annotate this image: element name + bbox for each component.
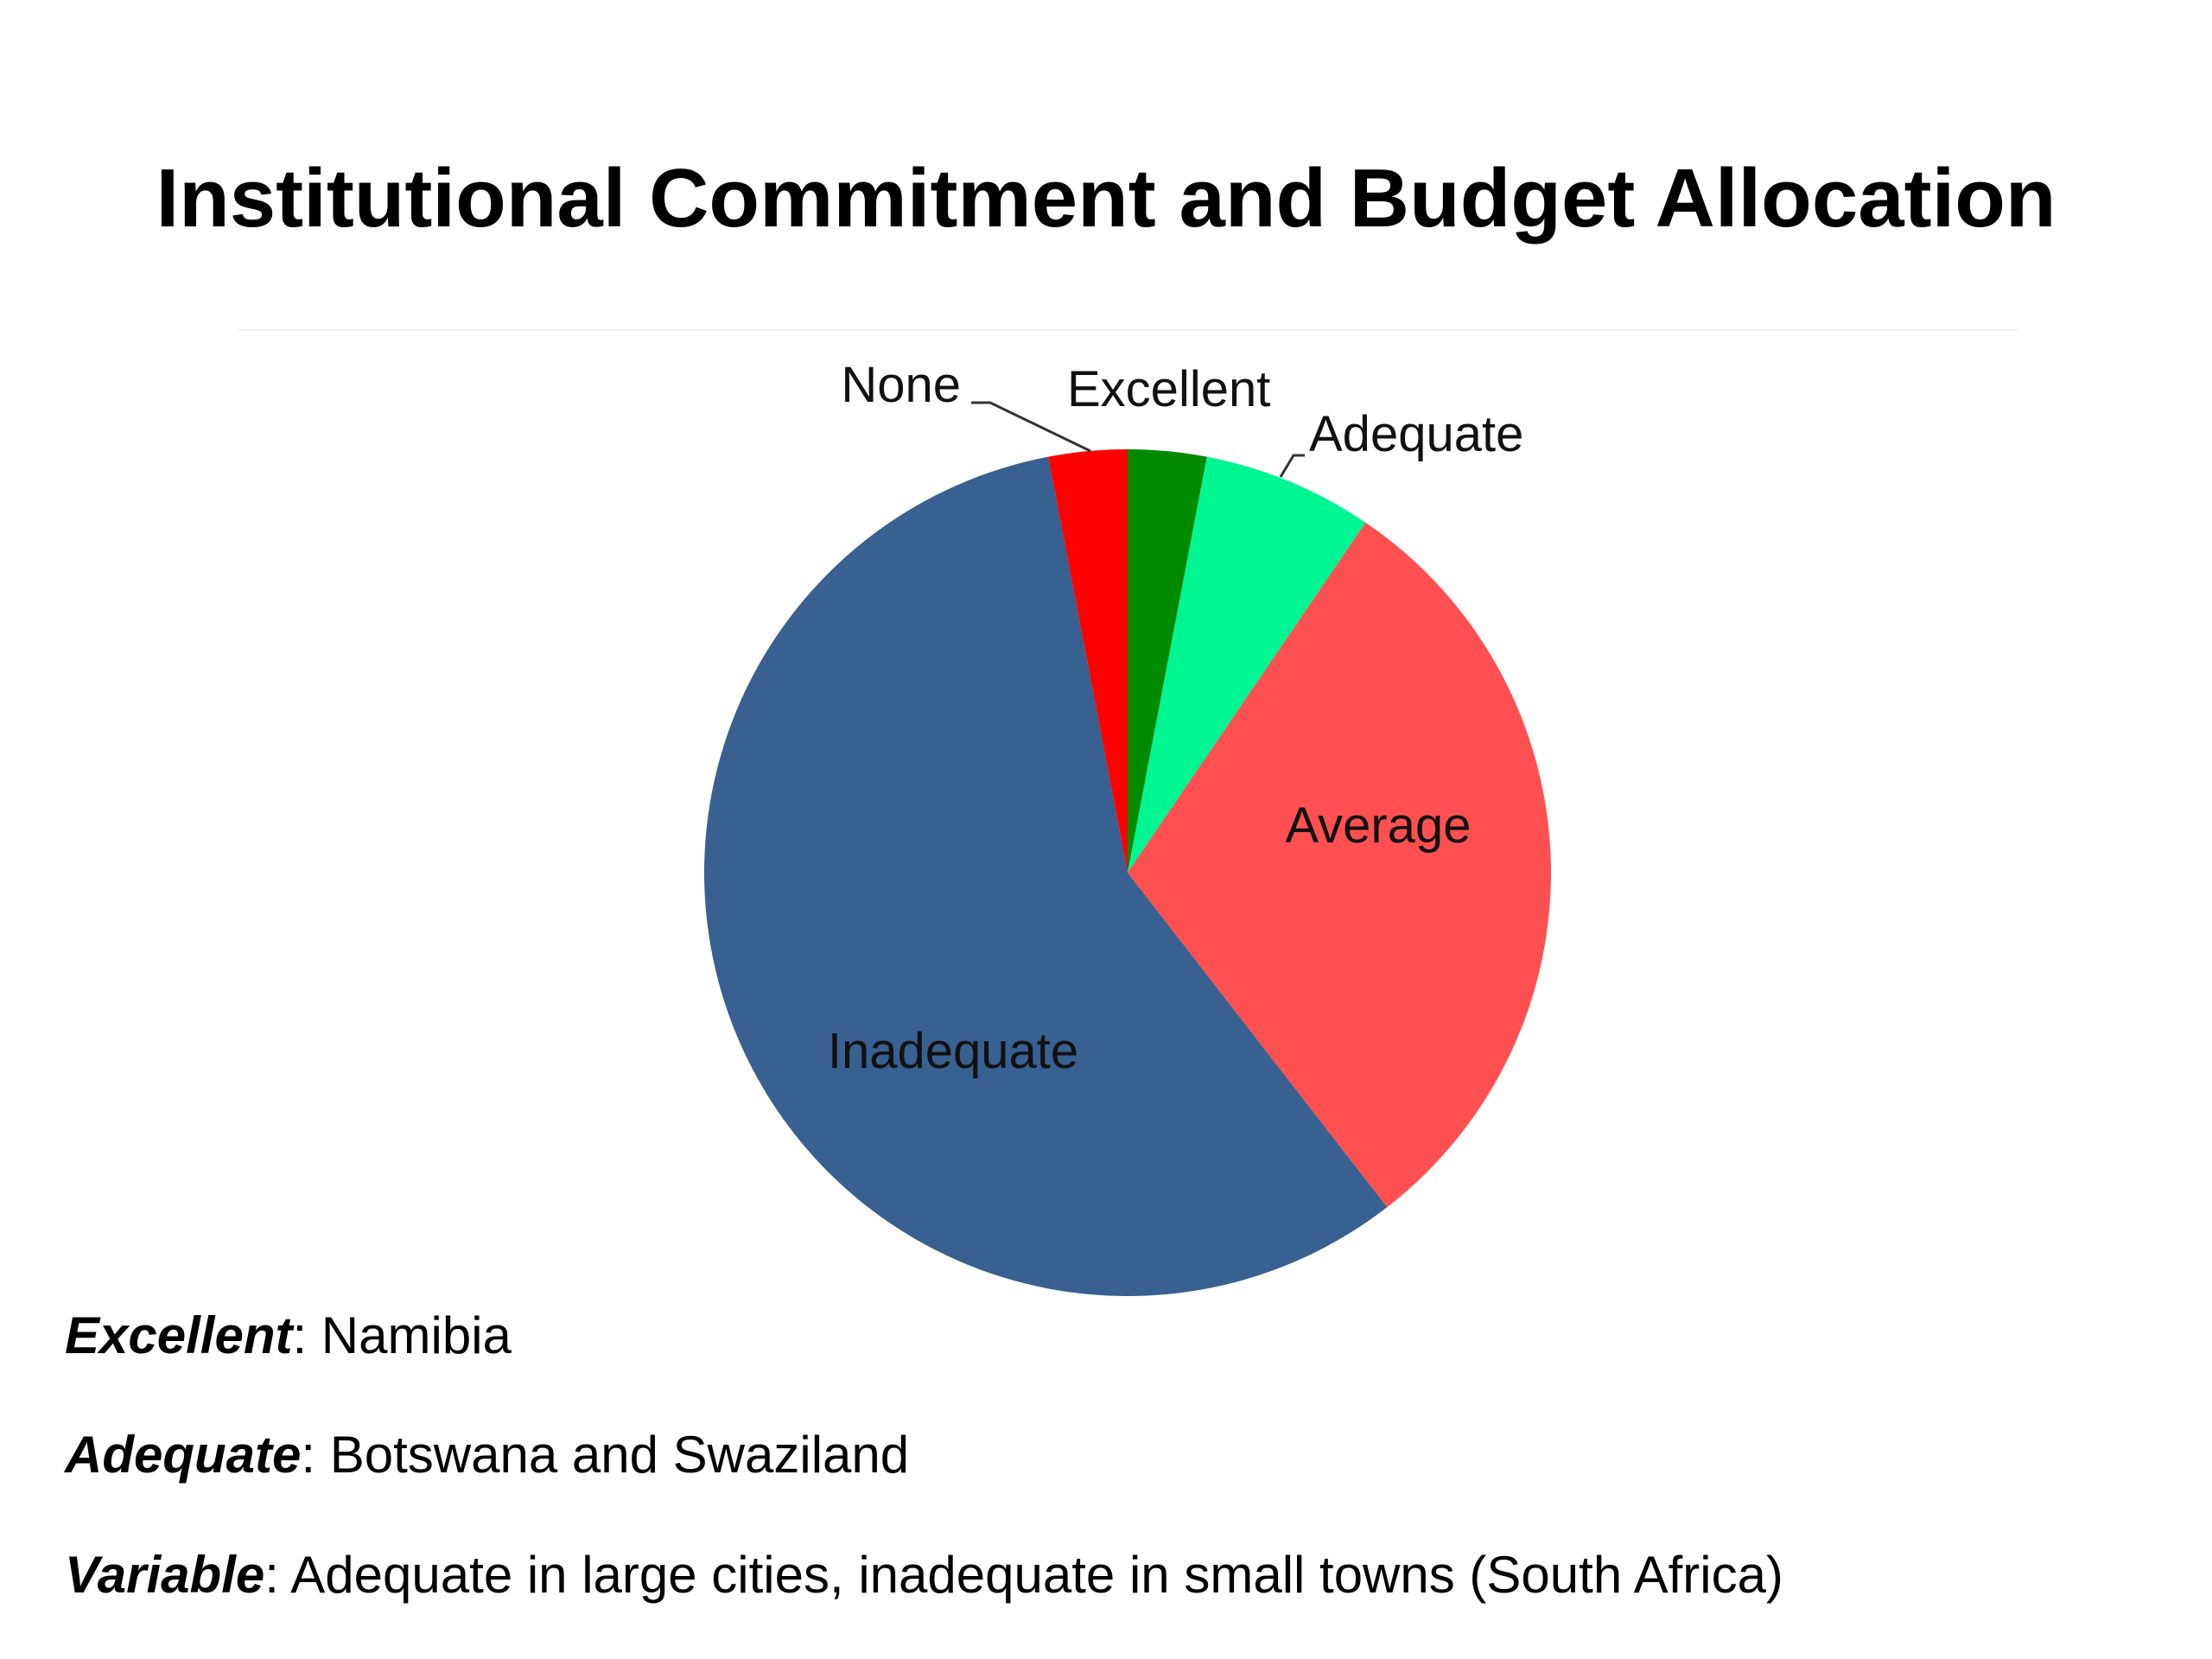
pie-slice-none (1048, 449, 1128, 873)
pie-slice-excellent (1128, 449, 1207, 873)
leader-line-none (971, 401, 1091, 453)
note-excellent: Excellent: Namibia (65, 1305, 512, 1367)
slice-label-average: Average (1286, 798, 1471, 854)
pie-slice-labels: Excellent Adequate Average Inadequate None (828, 357, 1523, 1079)
chart-title: Institutional Commitment and Budget Allo… (156, 152, 2056, 245)
pie-slice-inadequate (704, 456, 1388, 1296)
note-term: Variable (65, 1546, 265, 1604)
pie-slice-average (1128, 522, 1552, 1208)
slice-label-excellent: Excellent (1067, 361, 1270, 417)
note-text: : Adequate in large cities, inadequate i… (264, 1546, 1783, 1604)
note-term: Adequate (65, 1426, 302, 1484)
pie-slice-adequate (1128, 456, 1366, 873)
note-text: : Namibia (292, 1306, 512, 1364)
note-variable: Variable: Adequate in large cities, inad… (65, 1544, 1783, 1606)
label-leader-lines (971, 401, 1305, 478)
slice-label-adequate: Adequate (1309, 406, 1523, 462)
slice-label-none: None (841, 357, 961, 413)
note-text: : Botswana and Swaziland (301, 1426, 910, 1484)
note-term: Excellent (65, 1306, 293, 1364)
leader-line-adequate (1279, 454, 1305, 478)
note-adequate: Adequate: Botswana and Swaziland (65, 1424, 909, 1486)
title-divider (238, 329, 2018, 331)
slice-label-inadequate: Inadequate (828, 1023, 1078, 1079)
pie-slices (704, 449, 1552, 1296)
